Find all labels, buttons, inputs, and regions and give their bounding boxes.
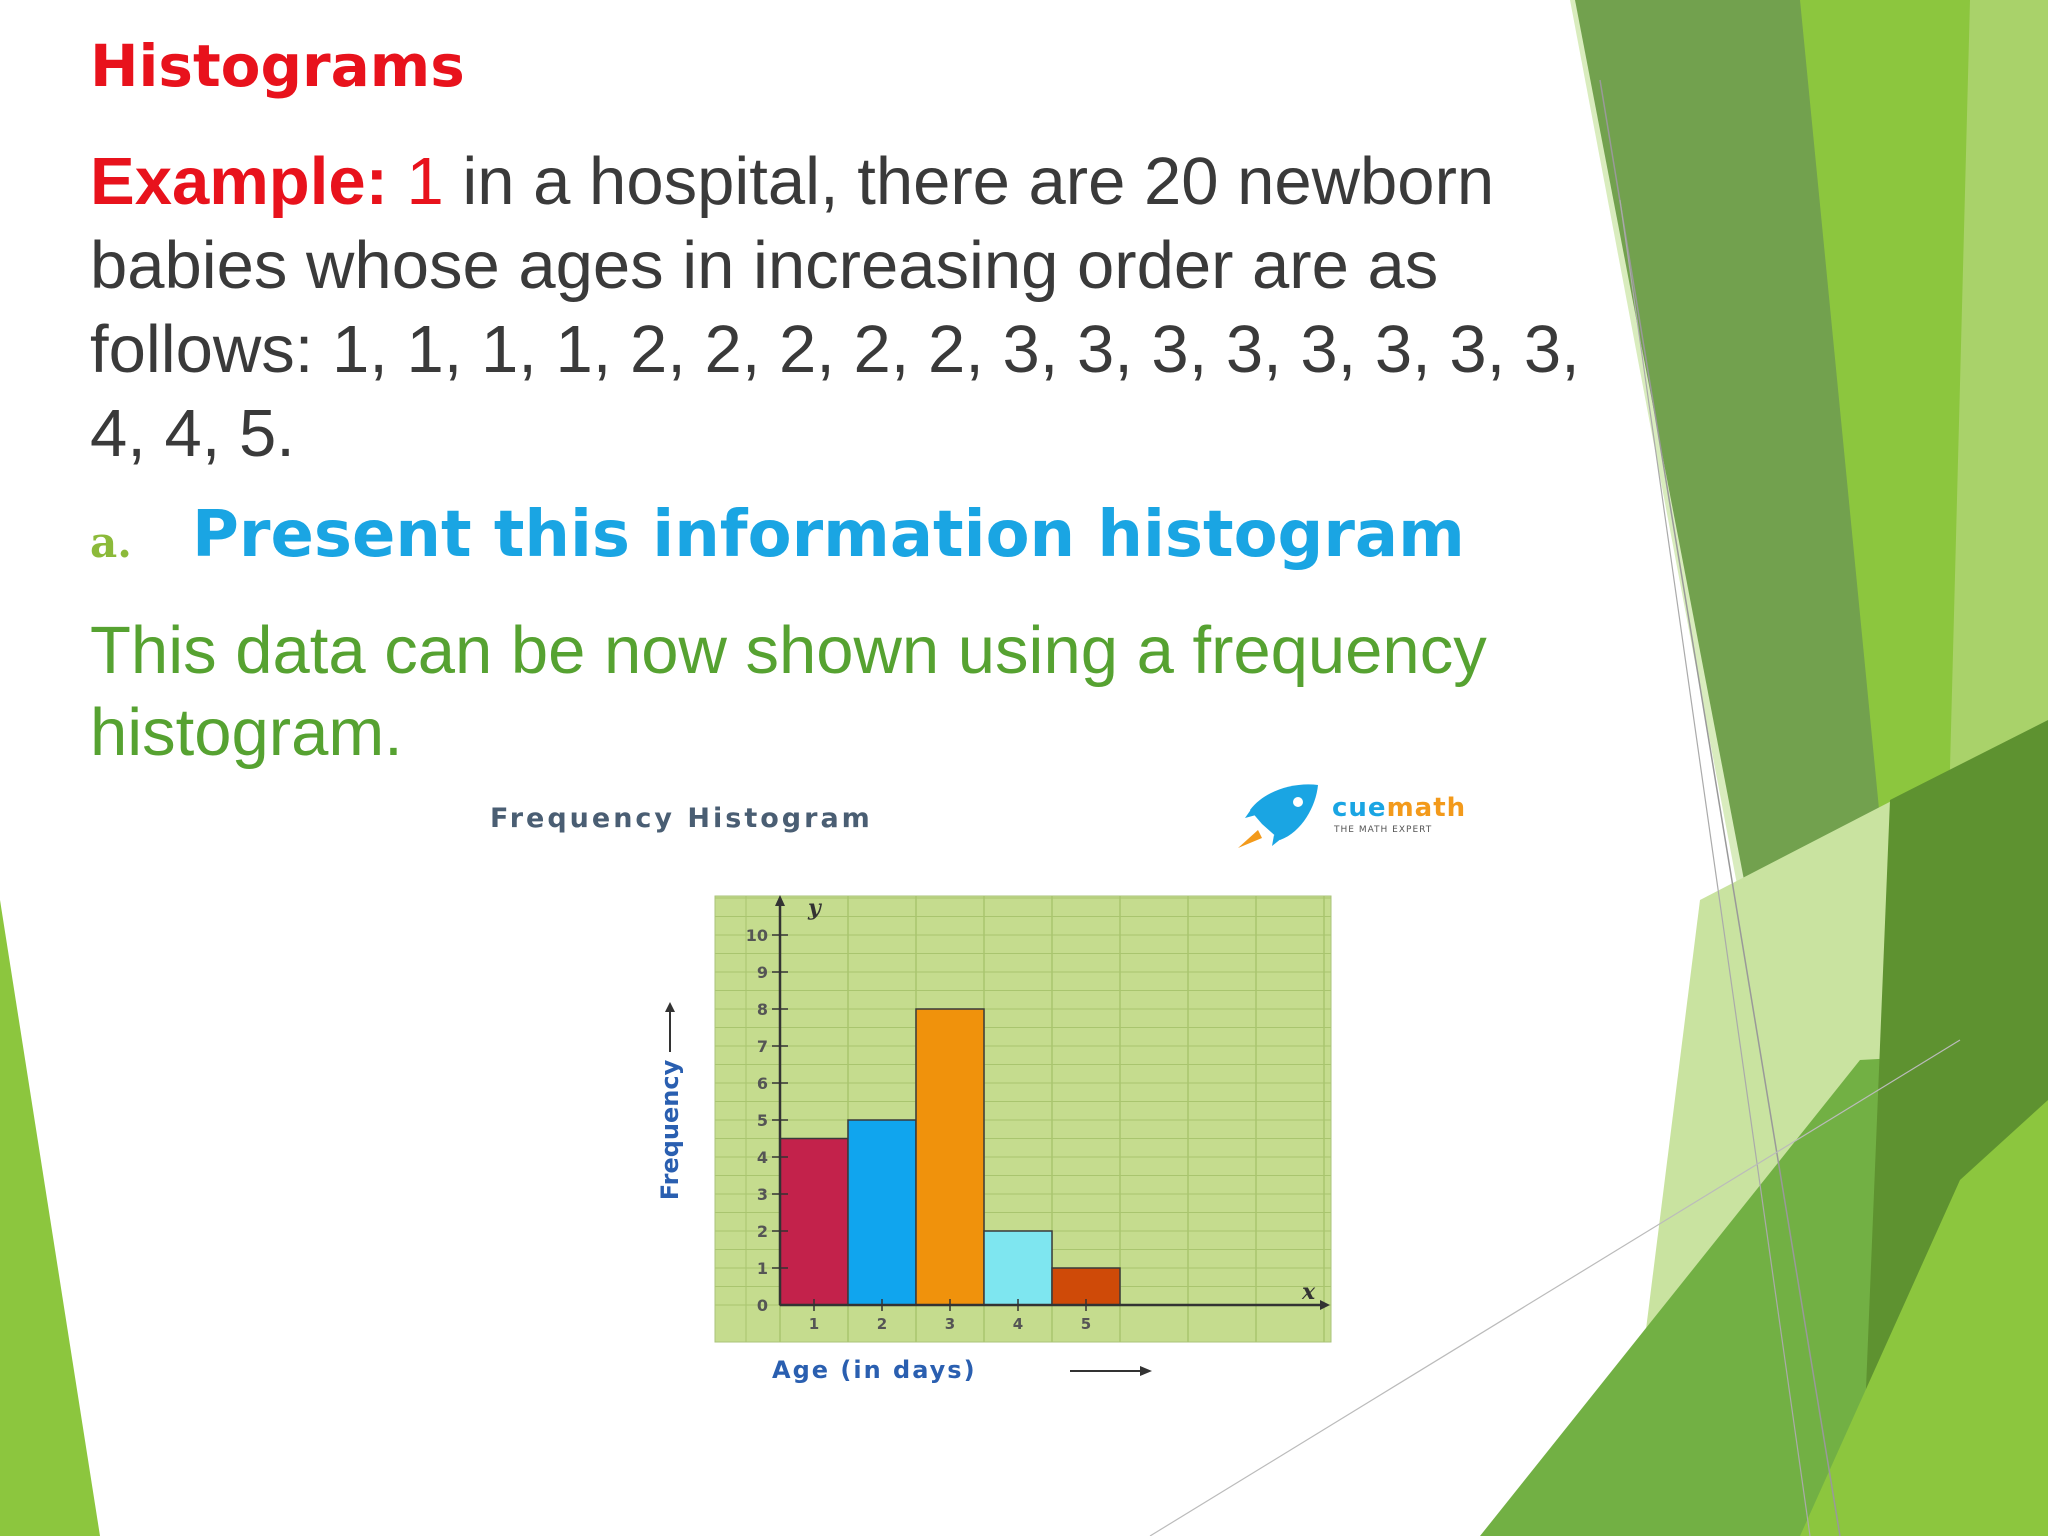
logo-wordmark: cuemath <box>1332 793 1466 823</box>
y-tick-label: 6 <box>757 1074 768 1093</box>
y-tick-label: 9 <box>757 963 768 982</box>
decor-line <box>1619 199 1811 1536</box>
y-axis-arrowhead <box>775 895 785 906</box>
example-number: 1 <box>406 144 444 219</box>
y-tick-label: 2 <box>757 1222 768 1241</box>
y-tick-label: 1 <box>757 1259 768 1278</box>
y-axis-letter: y <box>807 895 823 921</box>
histogram-bar-3 <box>915 1008 985 1306</box>
y-axis-label-group: Frequency <box>656 1002 684 1200</box>
chart-axes <box>775 895 1330 1310</box>
decor-shape <box>1800 1100 2048 1536</box>
x-tick-label: 2 <box>877 1315 887 1333</box>
y-tick-label: 4 <box>757 1148 768 1167</box>
cuemath-logo: cuemath THE MATH EXPERT <box>1238 784 1466 848</box>
x-tick-label: 4 <box>1013 1315 1023 1333</box>
subquestion-marker: a. <box>90 518 132 567</box>
explanation-note: This data can be now shown using a frequ… <box>90 613 1487 770</box>
x-tick-label: 1 <box>809 1315 819 1333</box>
histogram-bar-2 <box>847 1119 917 1306</box>
x-axis-label-arrowhead <box>1140 1366 1152 1376</box>
histogram-bar-5 <box>1051 1267 1121 1306</box>
y-tick-label: 0 <box>757 1296 768 1315</box>
example-text: in a hospital, there are 20 newborn babi… <box>90 144 1580 471</box>
subquestion-text: Present this information histogram <box>192 498 1465 572</box>
example-label: Example: <box>90 144 388 219</box>
x-tick-label: 3 <box>945 1315 955 1333</box>
x-tick-label: 5 <box>1081 1315 1091 1333</box>
x-axis-arrowhead <box>1320 1300 1330 1310</box>
x-axis-label: Age (in days) <box>772 1356 977 1384</box>
histogram-chart: Frequency Histogram cuemath THE MATH EXP… <box>490 784 1466 1384</box>
logo-tagline: THE MATH EXPERT <box>1333 825 1432 835</box>
y-axis-label-arrowhead <box>665 1002 675 1012</box>
y-tick-label: 7 <box>757 1037 768 1056</box>
slide-title: Histograms <box>90 32 465 100</box>
y-tick-label: 10 <box>746 926 768 945</box>
decor-shape <box>0 900 100 1536</box>
rocket-icon <box>1238 784 1318 848</box>
decor-line <box>1599 79 1841 1536</box>
example-problem: Example: 1 in a hospital, there are 20 n… <box>90 140 1650 476</box>
y-tick-label: 5 <box>757 1111 768 1130</box>
y-tick-label: 8 <box>757 1000 768 1019</box>
logo-cue: cue <box>1332 793 1387 823</box>
y-axis-label: Frequency <box>656 1059 684 1200</box>
y-tick-label: 3 <box>757 1185 768 1204</box>
histogram-bar-1 <box>779 1137 849 1306</box>
histogram-figure: Frequency Histogram cuemath THE MATH EXP… <box>450 760 1530 1420</box>
decor-line <box>1149 1039 1961 1536</box>
chart-title: Frequency Histogram <box>490 803 873 834</box>
x-axis-letter: x <box>1301 1279 1316 1305</box>
chart-bars <box>779 1008 1121 1306</box>
chart-tick-labels: 0 1 2 3 4 5 6 7 8 9 10 1 2 3 4 5 <box>746 926 1091 1333</box>
logo-math: math <box>1387 793 1467 823</box>
histogram-bar-4 <box>983 1230 1053 1306</box>
